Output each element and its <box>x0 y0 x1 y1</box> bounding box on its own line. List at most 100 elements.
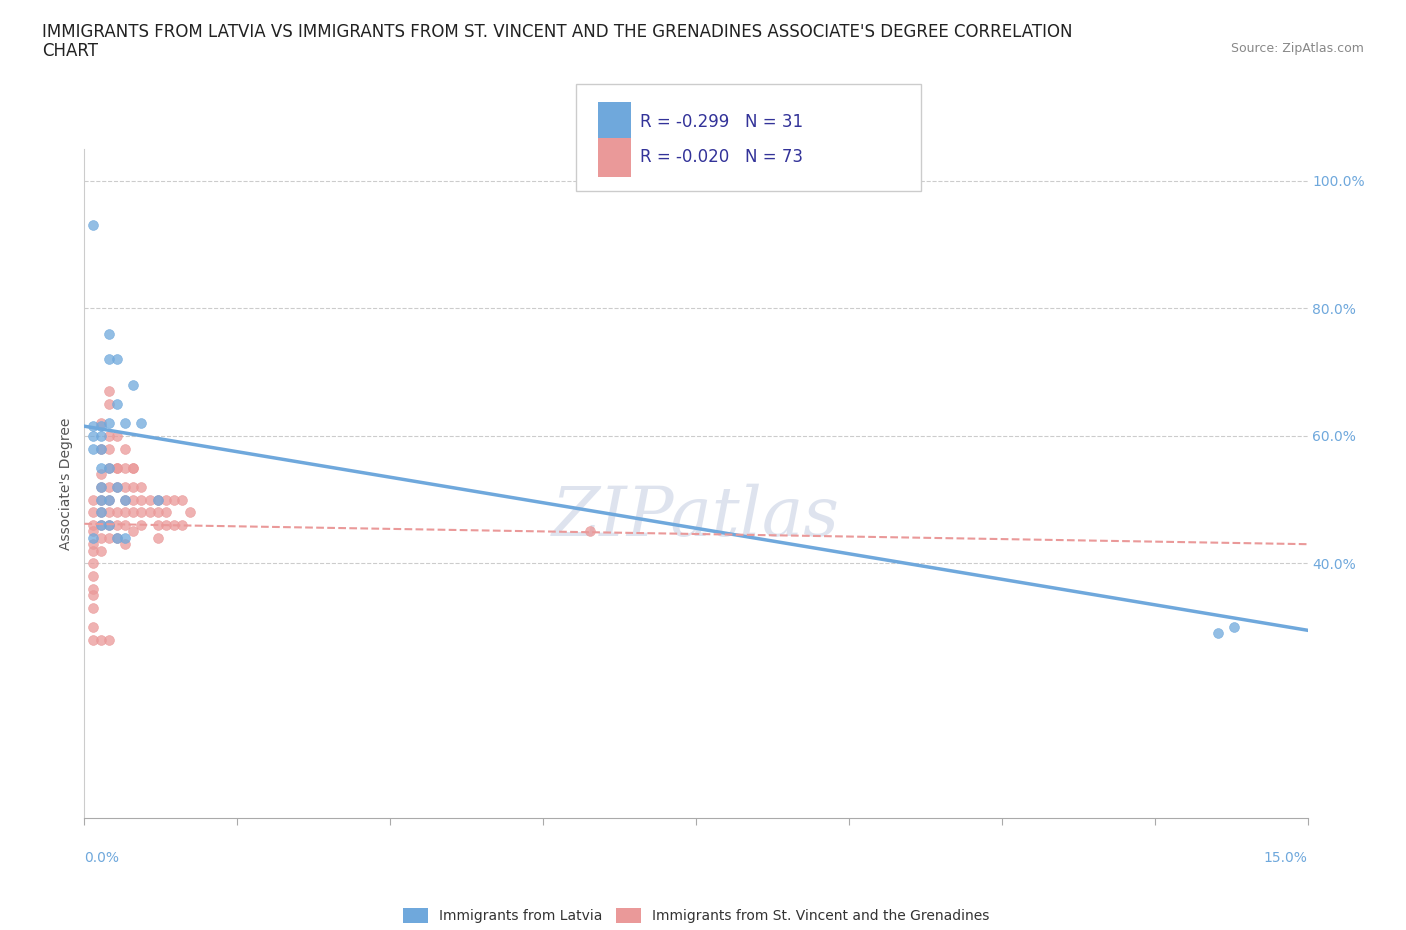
Point <box>146 505 169 520</box>
Point <box>114 537 136 551</box>
Point <box>82 601 104 616</box>
Point <box>105 518 128 533</box>
Point <box>131 518 153 533</box>
Legend: Immigrants from Latvia, Immigrants from St. Vincent and the Grenadines: Immigrants from Latvia, Immigrants from … <box>396 903 995 929</box>
Point <box>105 530 128 545</box>
Text: 0.0%: 0.0% <box>84 851 120 865</box>
Point <box>97 492 120 507</box>
Point <box>579 524 602 538</box>
Point <box>90 479 112 494</box>
Point <box>114 460 136 475</box>
Point <box>97 492 120 507</box>
Point <box>131 479 153 494</box>
Point <box>179 505 201 520</box>
Point <box>122 378 145 392</box>
Point <box>146 530 169 545</box>
Point <box>97 326 120 341</box>
Point <box>105 479 128 494</box>
Point <box>97 441 120 456</box>
Text: 15.0%: 15.0% <box>1264 851 1308 865</box>
Point <box>90 505 112 520</box>
Point <box>97 416 120 431</box>
Y-axis label: Associate's Degree: Associate's Degree <box>59 418 73 550</box>
Point <box>122 479 145 494</box>
Point <box>82 632 104 647</box>
Point <box>90 441 112 456</box>
Text: R = -0.020   N = 73: R = -0.020 N = 73 <box>640 148 803 166</box>
Point <box>105 429 128 444</box>
Point <box>90 441 112 456</box>
Point <box>131 505 153 520</box>
Point <box>146 492 169 507</box>
Point <box>114 416 136 431</box>
Point <box>97 505 120 520</box>
Point <box>163 518 186 533</box>
Point <box>105 460 128 475</box>
Point <box>172 492 194 507</box>
Point <box>114 479 136 494</box>
Point <box>163 492 186 507</box>
Point <box>122 460 145 475</box>
Point <box>82 543 104 558</box>
Point <box>82 505 104 520</box>
Point <box>90 632 112 647</box>
Point <box>97 384 120 399</box>
Point <box>82 218 104 232</box>
Point <box>82 556 104 571</box>
Point <box>105 352 128 366</box>
Point <box>90 418 112 433</box>
Point <box>82 619 104 634</box>
Point <box>97 518 120 533</box>
Point <box>90 467 112 482</box>
Text: ZIPatlas: ZIPatlas <box>553 484 839 551</box>
Point <box>90 518 112 533</box>
Point <box>90 429 112 444</box>
Point <box>155 492 177 507</box>
Point <box>90 543 112 558</box>
Point <box>97 460 120 475</box>
Point <box>1223 619 1246 634</box>
Point <box>122 460 145 475</box>
Point <box>114 530 136 545</box>
Point <box>82 429 104 444</box>
Point <box>146 492 169 507</box>
Point <box>114 492 136 507</box>
Point <box>114 518 136 533</box>
Point <box>105 505 128 520</box>
Point <box>122 492 145 507</box>
Point <box>90 505 112 520</box>
Point <box>155 518 177 533</box>
Point <box>97 479 120 494</box>
Point <box>97 632 120 647</box>
Point <box>97 352 120 366</box>
Point <box>105 530 128 545</box>
Point <box>90 530 112 545</box>
Point <box>82 581 104 596</box>
Point <box>131 416 153 431</box>
Point <box>90 479 112 494</box>
Point <box>114 441 136 456</box>
Point <box>138 505 160 520</box>
Point <box>97 396 120 411</box>
Point <box>105 479 128 494</box>
Point <box>105 460 128 475</box>
Point <box>105 396 128 411</box>
Point <box>97 518 120 533</box>
Point <box>90 460 112 475</box>
Point <box>82 588 104 603</box>
Point <box>90 416 112 431</box>
Point <box>90 492 112 507</box>
Point <box>82 492 104 507</box>
Point <box>155 505 177 520</box>
Point <box>82 530 104 545</box>
Point <box>122 524 145 538</box>
Point <box>90 518 112 533</box>
Point <box>114 505 136 520</box>
Point <box>172 518 194 533</box>
Point <box>97 460 120 475</box>
Text: Source: ZipAtlas.com: Source: ZipAtlas.com <box>1230 42 1364 55</box>
Point <box>82 418 104 433</box>
Text: R = -0.299   N = 31: R = -0.299 N = 31 <box>640 113 803 131</box>
Point <box>82 518 104 533</box>
Point <box>97 429 120 444</box>
